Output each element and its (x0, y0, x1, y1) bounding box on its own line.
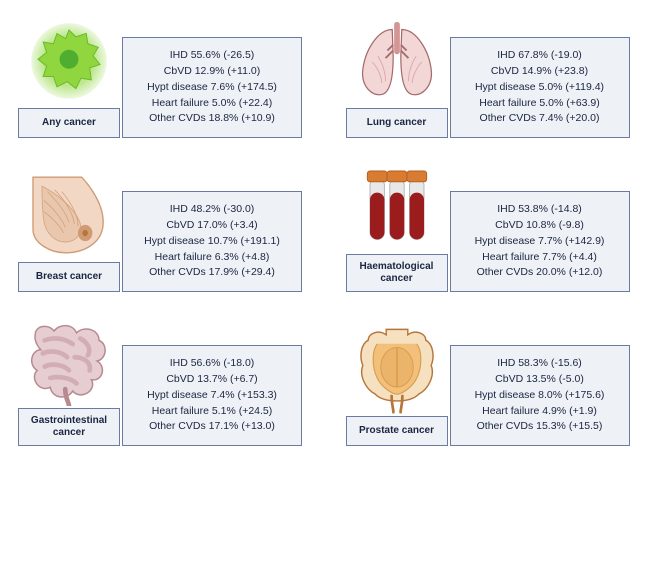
stat-line: CbVD 13.7% (+6.7) (166, 372, 257, 388)
lungs-icon (346, 14, 448, 108)
stat-line: IHD 53.8% (-14.8) (497, 202, 582, 218)
stat-line: Heart failure 4.9% (+1.9) (482, 404, 597, 420)
card-label: Haematological cancer (346, 254, 448, 292)
stat-line: CbVD 17.0% (+3.4) (166, 218, 257, 234)
green-cell-icon (18, 14, 120, 108)
card-haematological-cancer: Haematological cancer IHD 53.8% (-14.8) … (346, 160, 636, 292)
card-left-col: Gastrointestinal cancer (18, 314, 120, 446)
stat-line: Hypt disease 7.4% (+153.3) (147, 388, 277, 404)
card-left-col: Any cancer (18, 14, 120, 138)
stat-line: Heart failure 7.7% (+4.4) (482, 250, 597, 266)
card-left-col: Breast cancer (18, 168, 120, 292)
stats-box: IHD 56.6% (-18.0) CbVD 13.7% (+6.7) Hypt… (122, 345, 302, 446)
card-lung-cancer: Lung cancer IHD 67.8% (-19.0) CbVD 14.9%… (346, 14, 636, 138)
stat-line: IHD 58.3% (-15.6) (497, 356, 582, 372)
stat-line: Other CVDs 15.3% (+15.5) (477, 419, 603, 435)
card-label: Gastrointestinal cancer (18, 408, 120, 446)
stat-line: Other CVDs 18.8% (+10.9) (149, 111, 275, 127)
stat-line: Other CVDs 17.1% (+13.0) (149, 419, 275, 435)
stats-box: IHD 55.6% (-26.5) CbVD 12.9% (+11.0) Hyp… (122, 37, 302, 138)
stat-line: CbVD 13.5% (-5.0) (495, 372, 584, 388)
card-prostate-cancer: Prostate cancer IHD 58.3% (-15.6) CbVD 1… (346, 314, 636, 446)
stat-line: Hypt disease 7.6% (+174.5) (147, 80, 277, 96)
stat-line: IHD 55.6% (-26.5) (170, 48, 255, 64)
stat-line: Heart failure 6.3% (+4.8) (155, 250, 270, 266)
stat-line: Other CVDs 20.0% (+12.0) (477, 265, 603, 281)
intestines-icon (18, 314, 120, 408)
stat-line: Heart failure 5.0% (+63.9) (479, 96, 600, 112)
prostate-icon (346, 322, 448, 416)
card-label: Prostate cancer (346, 416, 448, 446)
card-gastrointestinal-cancer: Gastrointestinal cancer IHD 56.6% (-18.0… (18, 314, 308, 446)
card-label: Breast cancer (18, 262, 120, 292)
card-left-col: Prostate cancer (346, 322, 448, 446)
stats-box: IHD 67.8% (-19.0) CbVD 14.9% (+23.8) Hyp… (450, 37, 630, 138)
stat-line: Heart failure 5.0% (+22.4) (152, 96, 273, 112)
stat-line: Heart failure 5.1% (+24.5) (152, 404, 273, 420)
card-breast-cancer: Breast cancer IHD 48.2% (-30.0) CbVD 17.… (18, 160, 308, 292)
stat-line: Hypt disease 10.7% (+191.1) (144, 234, 280, 250)
cards-grid: Any cancer IHD 55.6% (-26.5) CbVD 12.9% … (18, 14, 635, 446)
blood-tubes-icon (346, 160, 448, 254)
stat-line: CbVD 14.9% (+23.8) (491, 64, 588, 80)
card-any-cancer: Any cancer IHD 55.6% (-26.5) CbVD 12.9% … (18, 14, 308, 138)
breast-icon (18, 168, 120, 262)
card-label: Any cancer (18, 108, 120, 138)
stat-line: Other CVDs 7.4% (+20.0) (480, 111, 600, 127)
stat-line: Hypt disease 5.0% (+119.4) (475, 80, 604, 96)
stat-line: Hypt disease 8.0% (+175.6) (475, 388, 605, 404)
stat-line: CbVD 10.8% (-9.8) (495, 218, 584, 234)
stats-box: IHD 48.2% (-30.0) CbVD 17.0% (+3.4) Hypt… (122, 191, 302, 292)
stats-box: IHD 53.8% (-14.8) CbVD 10.8% (-9.8) Hypt… (450, 191, 630, 292)
card-left-col: Haematological cancer (346, 160, 448, 292)
card-label: Lung cancer (346, 108, 448, 138)
stat-line: IHD 67.8% (-19.0) (497, 48, 582, 64)
stat-line: IHD 48.2% (-30.0) (170, 202, 255, 218)
stat-line: IHD 56.6% (-18.0) (170, 356, 255, 372)
stat-line: CbVD 12.9% (+11.0) (164, 64, 260, 80)
stat-line: Other CVDs 17.9% (+29.4) (149, 265, 275, 281)
stats-box: IHD 58.3% (-15.6) CbVD 13.5% (-5.0) Hypt… (450, 345, 630, 446)
card-left-col: Lung cancer (346, 14, 448, 138)
stat-line: Hypt disease 7.7% (+142.9) (475, 234, 605, 250)
